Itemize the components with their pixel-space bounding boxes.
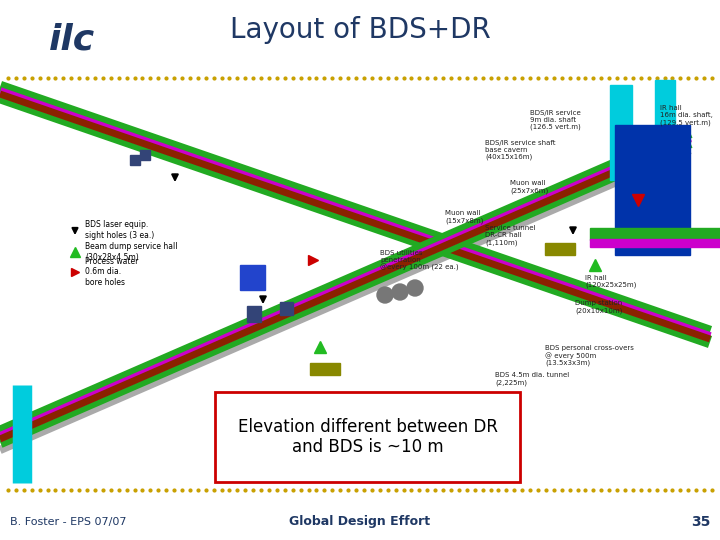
Bar xyxy=(545,243,575,255)
Bar xyxy=(247,306,261,322)
Text: BDS 4.5m dia. tunnel
(2,225m): BDS 4.5m dia. tunnel (2,225m) xyxy=(495,372,570,386)
Text: Elevation different between DR
and BDS is ~10 m: Elevation different between DR and BDS i… xyxy=(238,417,498,456)
Circle shape xyxy=(407,280,423,296)
Bar xyxy=(215,392,520,482)
Text: IR hall
(120x25x25m): IR hall (120x25x25m) xyxy=(585,275,636,288)
Text: BDS/IR service shaft
base cavern
(40x15x16m): BDS/IR service shaft base cavern (40x15x… xyxy=(485,140,556,160)
Bar xyxy=(130,155,140,165)
Bar xyxy=(590,228,720,240)
Text: BDS utilities
penetration
@every 100m (22 ea.): BDS utilities penetration @every 100m (2… xyxy=(380,250,459,272)
Bar xyxy=(140,150,150,160)
Circle shape xyxy=(392,284,408,300)
Text: BDS laser equip.
sight holes (3 ea.): BDS laser equip. sight holes (3 ea.) xyxy=(85,220,154,240)
Text: Muon wall
(15x7x8m): Muon wall (15x7x8m) xyxy=(445,210,483,224)
Text: Service tunnel
DR-CR hall
(1,110m): Service tunnel DR-CR hall (1,110m) xyxy=(485,225,536,246)
Bar xyxy=(240,265,265,290)
Bar xyxy=(310,363,340,375)
Text: Dump station
(20x10x10m): Dump station (20x10x10m) xyxy=(575,300,622,314)
Text: 35: 35 xyxy=(690,515,710,529)
Bar xyxy=(280,302,293,315)
Text: Muon wall
(25x7x6m): Muon wall (25x7x6m) xyxy=(510,180,548,193)
Bar xyxy=(590,239,720,247)
Bar xyxy=(615,125,690,255)
Text: BDS/IR service
9m dia. shaft
(126.5 vert.m): BDS/IR service 9m dia. shaft (126.5 vert… xyxy=(530,110,581,131)
Circle shape xyxy=(377,287,393,303)
Bar xyxy=(610,85,632,180)
Text: ilc: ilc xyxy=(49,23,95,57)
Bar xyxy=(655,80,675,185)
Text: IR hall
16m dia. shaft,
(129.5 vert.m): IR hall 16m dia. shaft, (129.5 vert.m) xyxy=(660,105,713,125)
Text: BDS personal cross-overs
@ every 500m
(13.5x3x3m): BDS personal cross-overs @ every 500m (1… xyxy=(545,345,634,367)
Text: Process water
0.6m dia.
bore holes: Process water 0.6m dia. bore holes xyxy=(85,257,138,287)
Text: Dump station
(20x10x10m): Dump station (20x10x10m) xyxy=(350,392,397,406)
Text: Layout of BDS+DR: Layout of BDS+DR xyxy=(230,16,490,44)
Text: Beam dump service hall
(30x28x4.5m): Beam dump service hall (30x28x4.5m) xyxy=(85,242,178,262)
Text: B. Foster - EPS 07/07: B. Foster - EPS 07/07 xyxy=(10,517,127,527)
Text: Global Design Effort: Global Design Effort xyxy=(289,516,431,529)
